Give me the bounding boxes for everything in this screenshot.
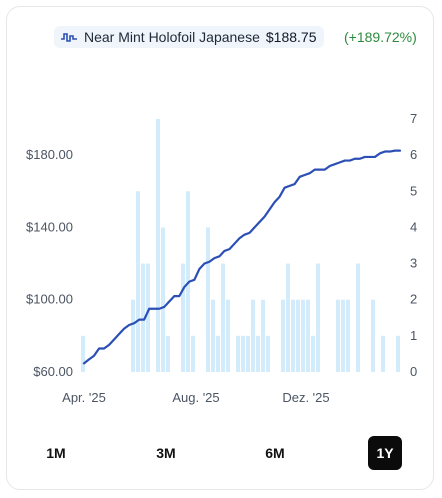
volume-bar	[141, 263, 145, 372]
y-left-tick-label: $100.00	[26, 292, 73, 307]
volume-bar	[161, 227, 165, 372]
x-tick-label: Dez. '25	[282, 390, 329, 405]
y-right-tick-label: 4	[410, 219, 417, 234]
price-change: (+189.72%)	[344, 29, 417, 45]
volume-bar	[341, 299, 345, 372]
volume-bar	[346, 299, 350, 372]
volume-bar	[136, 191, 140, 372]
y-right-tick-label: 1	[410, 328, 417, 343]
range-3m-button[interactable]: 3M	[156, 445, 176, 461]
volume-bar	[371, 299, 375, 372]
x-tick-label: Aug. '25	[172, 390, 219, 405]
x-tick-label: Apr. '25	[62, 390, 106, 405]
volume-bar	[251, 299, 255, 372]
line-chart-icon	[61, 33, 77, 42]
volume-bar	[81, 335, 85, 372]
range-1y-button[interactable]: 1Y	[368, 436, 402, 470]
y-right-tick-label: 2	[410, 292, 417, 307]
volume-bar	[336, 299, 340, 372]
volume-bar	[356, 263, 360, 372]
y-right-tick-label: 3	[410, 256, 417, 271]
current-price: $188.75	[265, 29, 317, 45]
volume-bar	[396, 335, 400, 372]
volume-bar	[226, 299, 230, 372]
y-right-tick-label: 7	[410, 111, 417, 126]
volume-bar	[191, 335, 195, 372]
volume-bar	[156, 119, 160, 372]
volume-bar	[381, 335, 385, 372]
range-6m-button[interactable]: 6M	[265, 445, 285, 461]
y-right-tick-label: 5	[410, 183, 417, 198]
volume-bar	[296, 299, 300, 372]
price-chart: $60.00 $100.00 $140.00 $180.00 0 1 2 3 4 5 6 7 Apr. …	[26, 111, 417, 405]
volume-bar	[166, 335, 170, 372]
volume-bar	[316, 263, 320, 372]
volume-bar	[291, 299, 295, 372]
volume-bar	[221, 263, 225, 372]
volume-bar	[216, 335, 220, 372]
volume-bar	[241, 335, 245, 372]
volume-bar	[261, 299, 265, 372]
volume-bar	[306, 299, 310, 372]
volume-bar	[281, 299, 285, 372]
series-legend: Near Mint Holofoil Japanese $188.75	[54, 26, 325, 48]
chart-card	[6, 6, 434, 490]
volume-bar	[146, 263, 150, 372]
volume-bar	[206, 227, 210, 372]
y-left-tick-label: $60.00	[33, 364, 73, 379]
range-1m-button[interactable]: 1M	[46, 445, 66, 461]
volume-bar	[236, 335, 240, 372]
y-right-tick-label: 0	[410, 364, 417, 379]
volume-bar	[211, 299, 215, 372]
volume-bar	[181, 263, 185, 372]
range-selector: 1M 3M 6M 1Y	[0, 436, 442, 472]
volume-bar	[301, 299, 305, 372]
series-name: Near Mint Holofoil Japanese	[84, 29, 260, 45]
volume-bar	[266, 335, 270, 372]
price-line	[82, 149, 402, 365]
volume-bar	[286, 263, 290, 372]
y-left-tick-label: $180.00	[26, 147, 73, 162]
volume-bar	[131, 299, 135, 372]
y-right-tick-label: 6	[410, 147, 417, 162]
volume-bar	[256, 335, 260, 372]
volume-bar	[311, 335, 315, 372]
y-left-tick-label: $140.00	[26, 219, 73, 234]
volume-bar	[246, 335, 250, 372]
